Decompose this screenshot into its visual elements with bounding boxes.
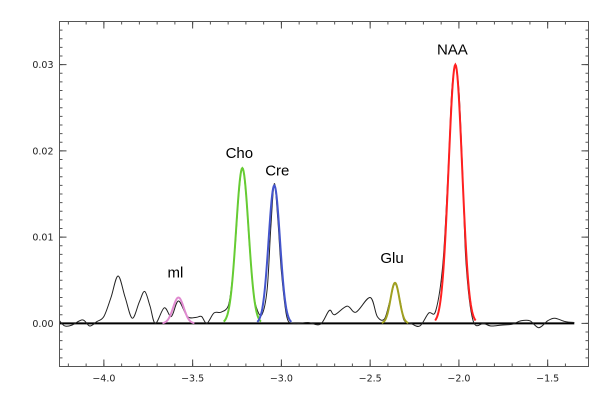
x-tick-label: −3.5 [181, 374, 204, 385]
peak-fit-cre [256, 183, 293, 323]
x-tick-label: −1.5 [536, 374, 559, 385]
x-tick-label: −3.0 [270, 374, 293, 385]
peak-fit-glu [381, 281, 409, 324]
peak-fit-naa [434, 62, 477, 322]
y-tick-label: 0.03 [32, 60, 53, 71]
peak-fit-mi [162, 296, 195, 325]
y-tick-label: 0.01 [32, 233, 53, 244]
x-tick-label: −2.5 [359, 374, 382, 385]
peak-label-cho: Cho [226, 145, 254, 162]
peak-label-mi: ml [168, 265, 184, 282]
plot-frame [59, 21, 589, 367]
peak-label-naa: NAA [437, 42, 468, 59]
y-tick-label: 0.02 [32, 146, 53, 157]
peak-fit-cho [223, 166, 262, 323]
y-tick-label: 0.00 [32, 319, 53, 330]
x-tick-label: −2.0 [447, 374, 470, 385]
peak-label-cre: Cre [265, 162, 289, 179]
x-tick-label: −4.0 [92, 374, 115, 385]
peak-label-glu: Glu [380, 250, 403, 267]
spectrum-line [59, 66, 575, 329]
